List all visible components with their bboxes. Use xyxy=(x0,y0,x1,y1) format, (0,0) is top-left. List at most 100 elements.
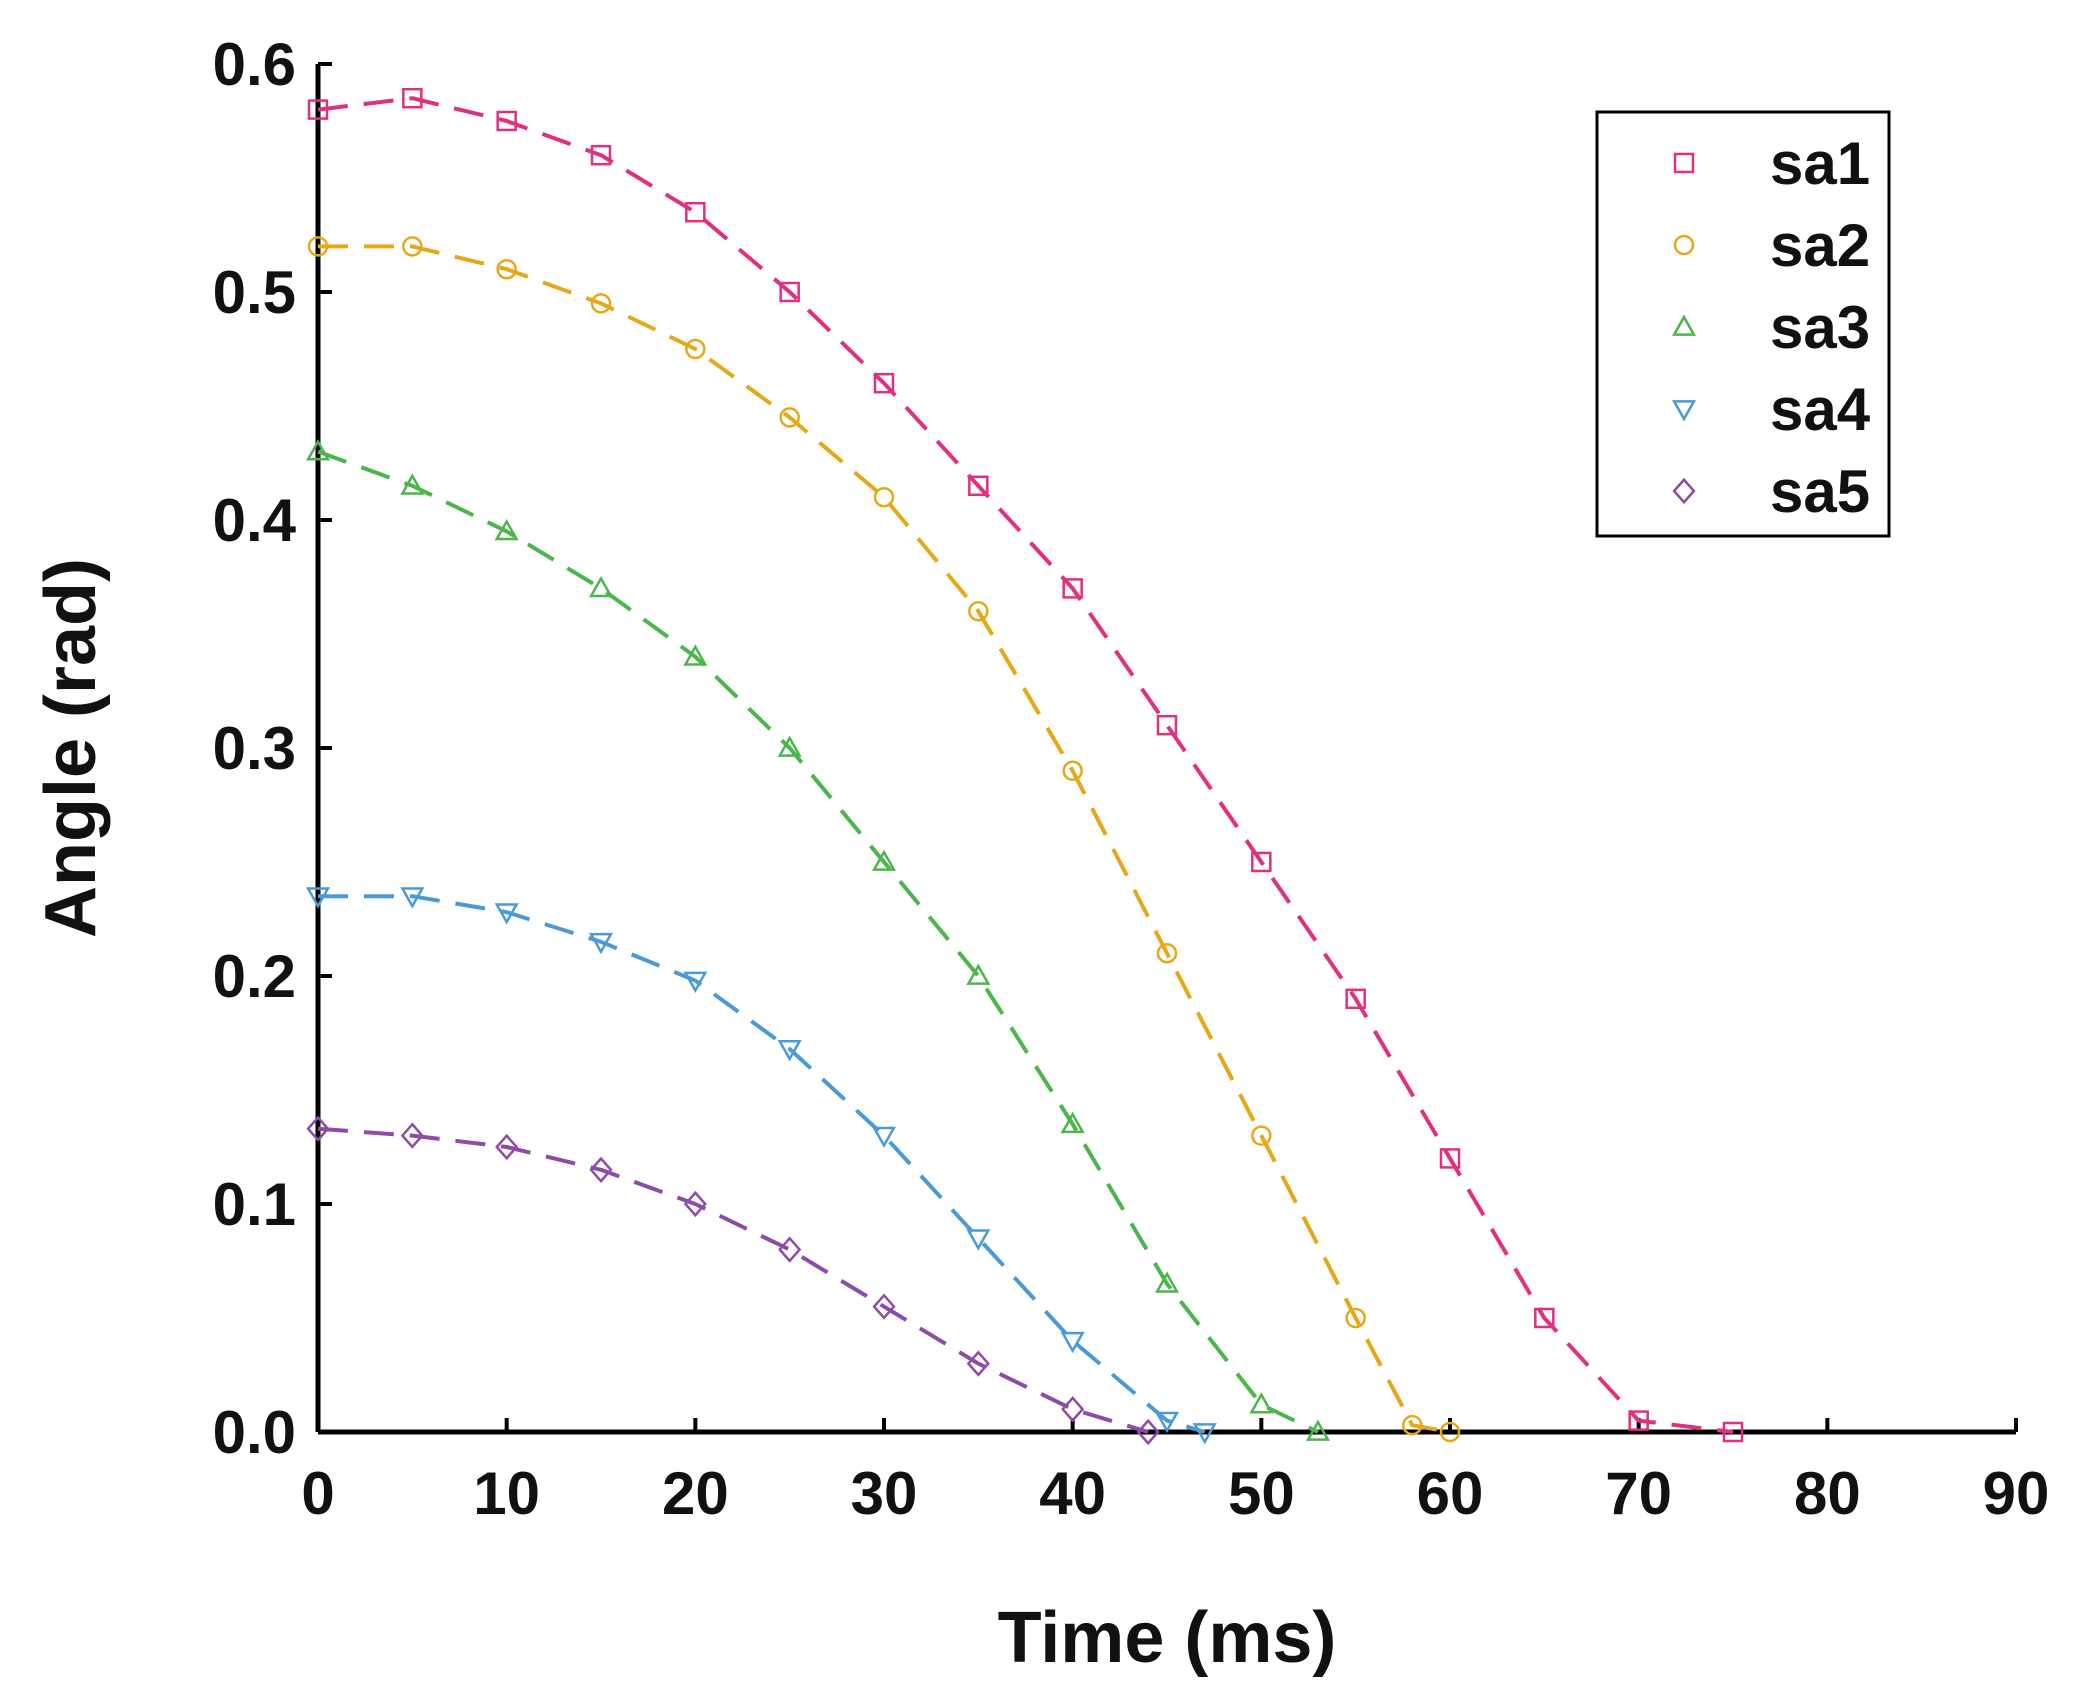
data-point-sa1 xyxy=(1628,1410,1649,1431)
data-point-sa1 xyxy=(1722,1421,1744,1443)
x-tick-label: 70 xyxy=(1605,1460,1672,1527)
data-point-sa2 xyxy=(590,293,612,314)
data-point-sa2 xyxy=(685,338,706,360)
fit-line-sa3 xyxy=(317,449,1319,1434)
data-point-sa1 xyxy=(1156,714,1178,736)
y-tick-label: 0.2 xyxy=(213,943,296,1010)
data-point-sa2 xyxy=(1439,1421,1461,1443)
y-tick-label: 0.0 xyxy=(213,1399,296,1466)
x-tick-label: 90 xyxy=(1983,1460,2050,1527)
data-point-sa1 xyxy=(1534,1307,1555,1329)
x-tick-label: 30 xyxy=(851,1460,918,1527)
data-point-sa3 xyxy=(683,644,708,666)
y-tick-label: 0.1 xyxy=(213,1171,296,1238)
data-point-sa1 xyxy=(685,201,706,223)
data-point-sa2 xyxy=(402,236,423,257)
data-point-sa5 xyxy=(1061,1396,1085,1423)
legend-box xyxy=(1595,110,1891,538)
y-axis-title: Angle (rad) xyxy=(31,558,111,938)
x-tick-label: 80 xyxy=(1794,1460,1861,1527)
x-tick-label: 50 xyxy=(1228,1460,1295,1527)
data-point-sa5 xyxy=(1136,1418,1160,1446)
legend-label-sa1: sa1 xyxy=(1770,130,1870,197)
data-point-sa1 xyxy=(1062,578,1083,599)
data-point-sa3 xyxy=(777,735,802,757)
data-point-sa2 xyxy=(873,486,895,508)
data-point-sa3 xyxy=(1060,1111,1085,1134)
data-point-sa2 xyxy=(968,600,989,622)
data-point-sa3 xyxy=(1305,1419,1330,1441)
data-point-sa3 xyxy=(494,518,519,541)
data-point-sa4 xyxy=(1192,1423,1217,1445)
data-point-sa1 xyxy=(873,372,895,394)
fit-line-sa2 xyxy=(318,244,1451,1434)
data-point-sa1 xyxy=(496,110,517,132)
y-tick-label: 0.6 xyxy=(213,31,296,98)
data-point-sa4 xyxy=(871,1126,897,1149)
data-point-sa5 xyxy=(966,1350,990,1377)
data-point-sa1 xyxy=(1345,988,1366,1010)
data-point-sa1 xyxy=(307,99,329,120)
series-sa5 xyxy=(306,1115,1160,1446)
x-axis-title: Time (ms) xyxy=(998,1598,1337,1678)
y-tick-label: 0.4 xyxy=(213,487,297,554)
data-point-sa3 xyxy=(588,575,614,598)
data-point-sa1 xyxy=(1251,851,1272,873)
legend-marker-sa1 xyxy=(1673,152,1695,174)
x-tick-label: 0 xyxy=(301,1460,334,1527)
data-point-sa4 xyxy=(777,1040,802,1062)
data-point-sa3 xyxy=(1249,1392,1274,1414)
data-point-sa5 xyxy=(778,1236,802,1263)
data-point-sa4 xyxy=(1154,1411,1180,1434)
legend-label-sa5: sa5 xyxy=(1770,458,1870,525)
data-point-sa1 xyxy=(779,281,800,303)
fit-line-sa5 xyxy=(317,1126,1149,1434)
legend-marker-sa2 xyxy=(1673,234,1695,256)
data-point-sa4 xyxy=(305,887,331,909)
x-tick-label: 10 xyxy=(473,1460,540,1527)
data-point-sa5 xyxy=(400,1122,424,1149)
data-point-sa5 xyxy=(589,1156,613,1183)
data-point-sa1 xyxy=(402,87,423,109)
fit-line-sa1 xyxy=(317,96,1734,1434)
y-tick-label: 0.5 xyxy=(213,259,296,326)
data-point-sa5 xyxy=(872,1293,896,1320)
data-point-sa5 xyxy=(495,1133,519,1161)
legend-marker-sa5 xyxy=(1672,477,1696,505)
data-point-sa3 xyxy=(966,963,991,985)
data-point-sa5 xyxy=(306,1115,330,1142)
y-tick-label: 0.3 xyxy=(213,715,296,782)
data-point-sa1 xyxy=(1439,1148,1461,1169)
data-point-sa2 xyxy=(307,236,329,257)
series-layer xyxy=(305,87,1744,1446)
legend-label-sa3: sa3 xyxy=(1770,294,1870,361)
series-sa2 xyxy=(307,236,1461,1443)
x-tick-label: 60 xyxy=(1417,1460,1484,1527)
data-point-sa2 xyxy=(779,407,800,428)
data-point-sa2 xyxy=(1062,760,1083,782)
series-sa4 xyxy=(305,887,1217,1445)
data-point-sa4 xyxy=(494,903,519,925)
data-point-sa4 xyxy=(683,971,708,994)
fit-line-sa4 xyxy=(318,894,1206,1434)
data-point-sa5 xyxy=(683,1190,707,1218)
data-point-sa3 xyxy=(305,439,331,461)
data-point-sa3 xyxy=(400,473,425,495)
data-point-sa3 xyxy=(1154,1271,1180,1293)
data-point-sa1 xyxy=(590,144,612,166)
x-tick-label: 20 xyxy=(662,1460,729,1527)
data-point-sa4 xyxy=(1060,1331,1085,1354)
data-point-sa2 xyxy=(1156,942,1178,964)
legend-marker-sa4 xyxy=(1671,400,1697,422)
data-point-sa2 xyxy=(1251,1125,1272,1146)
data-point-sa4 xyxy=(588,932,614,955)
data-point-sa2 xyxy=(1345,1307,1366,1329)
legend-label-sa4: sa4 xyxy=(1770,376,1871,443)
data-point-sa2 xyxy=(496,258,517,280)
x-tick-label: 40 xyxy=(1039,1460,1106,1527)
series-sa1 xyxy=(307,87,1744,1443)
data-point-sa3 xyxy=(871,849,897,871)
data-point-sa2 xyxy=(1402,1414,1423,1436)
legend-label-sa2: sa2 xyxy=(1770,212,1870,279)
